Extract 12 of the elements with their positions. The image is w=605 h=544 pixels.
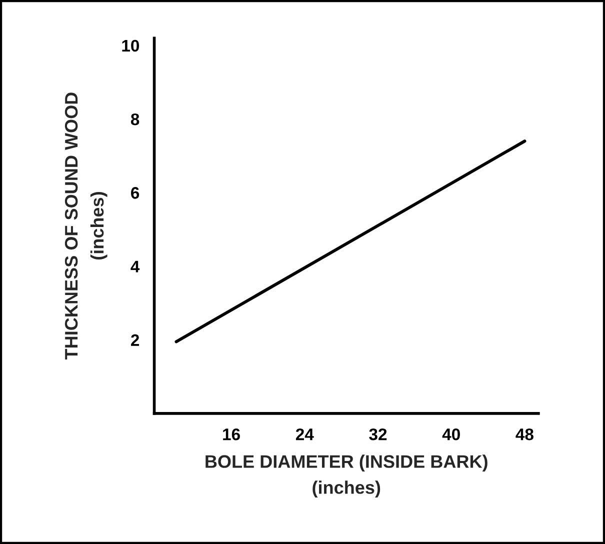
- y-tick-label: 2: [131, 334, 140, 346]
- x-tick-label: 40: [442, 428, 460, 440]
- y-tick-label: 8: [130, 113, 140, 126]
- x-axis-title: BOLE DIAMETER (INSIDE BARK) (inches): [206, 454, 488, 498]
- x-tick-label: 16: [223, 428, 240, 440]
- y-axis-title: THICKNESS OF SOUND WOOD (inches): [64, 92, 108, 360]
- y-tick-label: 10: [122, 40, 140, 52]
- y-tick-label: 6: [131, 187, 140, 199]
- x-tick-label: 48: [516, 428, 534, 440]
- x-tick-label: 24: [296, 428, 314, 440]
- x-tick-label: 32: [369, 428, 387, 440]
- y-tick-label: 4: [130, 260, 140, 272]
